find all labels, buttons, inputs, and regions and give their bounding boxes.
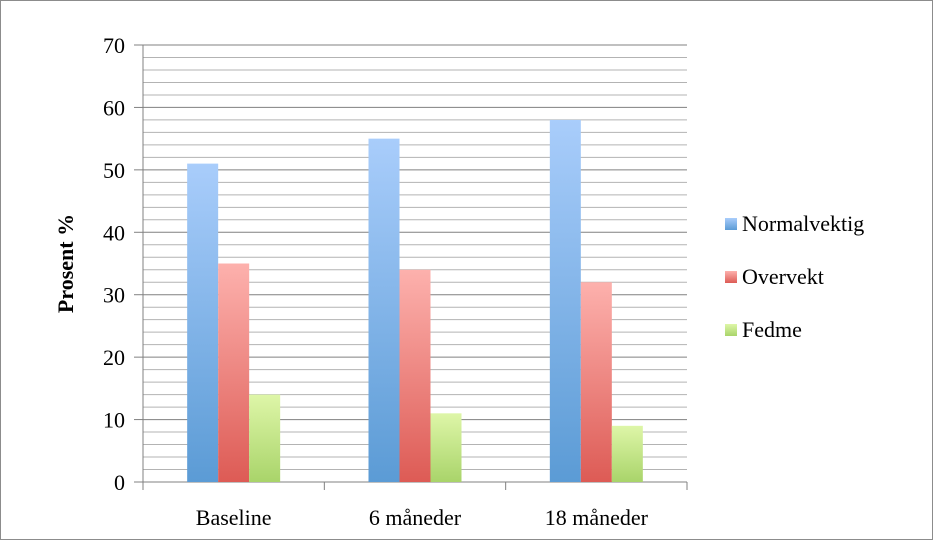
x-tick-label: 6 måneder <box>369 505 462 530</box>
bars <box>187 119 643 483</box>
tick-labels: 0 10 20 30 40 50 60 70 Baseline 6 måneder 18 måned… <box>103 33 649 530</box>
y-tick-label: 20 <box>103 345 125 370</box>
bar-overvekt-2 <box>580 282 612 482</box>
legend-label-fedme: Fedme <box>742 317 802 342</box>
bar-fedme-1 <box>430 413 462 482</box>
y-tick-label: 60 <box>103 95 125 120</box>
bar-overvekt-1 <box>399 269 431 482</box>
y-tick-label: 30 <box>103 283 125 308</box>
bar-normalvektig-1 <box>368 138 400 482</box>
legend-swatch-normalvektig <box>725 218 737 230</box>
bar-fedme-0 <box>249 394 281 482</box>
y-tick-label: 10 <box>103 408 125 433</box>
bar-overvekt-0 <box>218 263 250 482</box>
y-tick-label: 40 <box>103 220 125 245</box>
y-tick-label: 70 <box>103 33 125 58</box>
y-axis-title: Prosent % <box>53 214 78 313</box>
legend-label-normalvektig: Normalvektig <box>742 211 864 236</box>
bar-normalvektig-0 <box>187 163 219 482</box>
y-tick-label: 0 <box>114 470 125 495</box>
x-tick-label: Baseline <box>196 505 272 530</box>
y-tick-label: 50 <box>103 158 125 183</box>
bar-fedme-2 <box>611 425 643 482</box>
x-tick-label: 18 måneder <box>545 505 649 530</box>
bar-normalvektig-2 <box>549 119 581 483</box>
legend-swatch-fedme <box>725 324 737 336</box>
legend-swatch-overvekt <box>725 271 737 283</box>
legend-label-overvekt: Overvekt <box>742 264 824 289</box>
legend: Normalvektig Overvekt Fedme <box>725 211 864 342</box>
